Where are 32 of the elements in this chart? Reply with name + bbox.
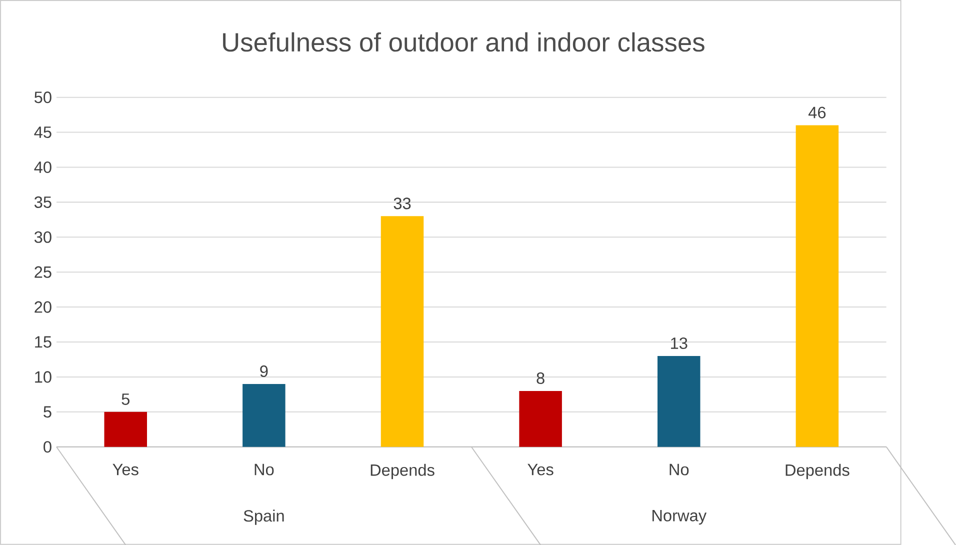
y-tick-label: 35 bbox=[34, 196, 52, 208]
y-tick-label: 15 bbox=[35, 336, 52, 348]
bar bbox=[104, 412, 147, 447]
chart-title: Usefulness of outdoor and indoor classes bbox=[223, 32, 704, 52]
y-tick-label: 5 bbox=[44, 406, 52, 418]
x-tick-label: Yes bbox=[112, 464, 138, 476]
bar bbox=[796, 125, 839, 447]
data-label: 5 bbox=[122, 393, 130, 405]
data-label: 33 bbox=[394, 197, 411, 209]
bar bbox=[658, 356, 700, 447]
y-tick-label: 0 bbox=[44, 440, 52, 452]
bar bbox=[242, 384, 286, 447]
text: Norway bbox=[652, 510, 707, 524]
y-tick-label: 30 bbox=[34, 231, 52, 243]
y-tick-label: 40 bbox=[34, 161, 52, 173]
data-label: 9 bbox=[260, 365, 268, 377]
data-label: 8 bbox=[536, 372, 544, 384]
y-tick-label: 25 bbox=[34, 266, 52, 278]
text: Spain bbox=[244, 509, 284, 525]
y-tick-label: 45 bbox=[34, 126, 52, 138]
x-tick-label: Depends bbox=[370, 464, 434, 479]
x-tick-label: Depends bbox=[786, 464, 850, 479]
bar bbox=[380, 216, 424, 447]
y-tick-label: 10 bbox=[35, 370, 52, 383]
bar bbox=[519, 390, 562, 447]
y-tick-label: 20 bbox=[34, 301, 52, 313]
x-tick-label: No bbox=[254, 464, 274, 476]
x-tick-label: No bbox=[670, 464, 689, 476]
data-label: 13 bbox=[671, 337, 688, 349]
y-tick-label: 50 bbox=[34, 91, 52, 103]
x-tick-label: Yes bbox=[528, 464, 554, 476]
data-label: 46 bbox=[808, 106, 826, 118]
